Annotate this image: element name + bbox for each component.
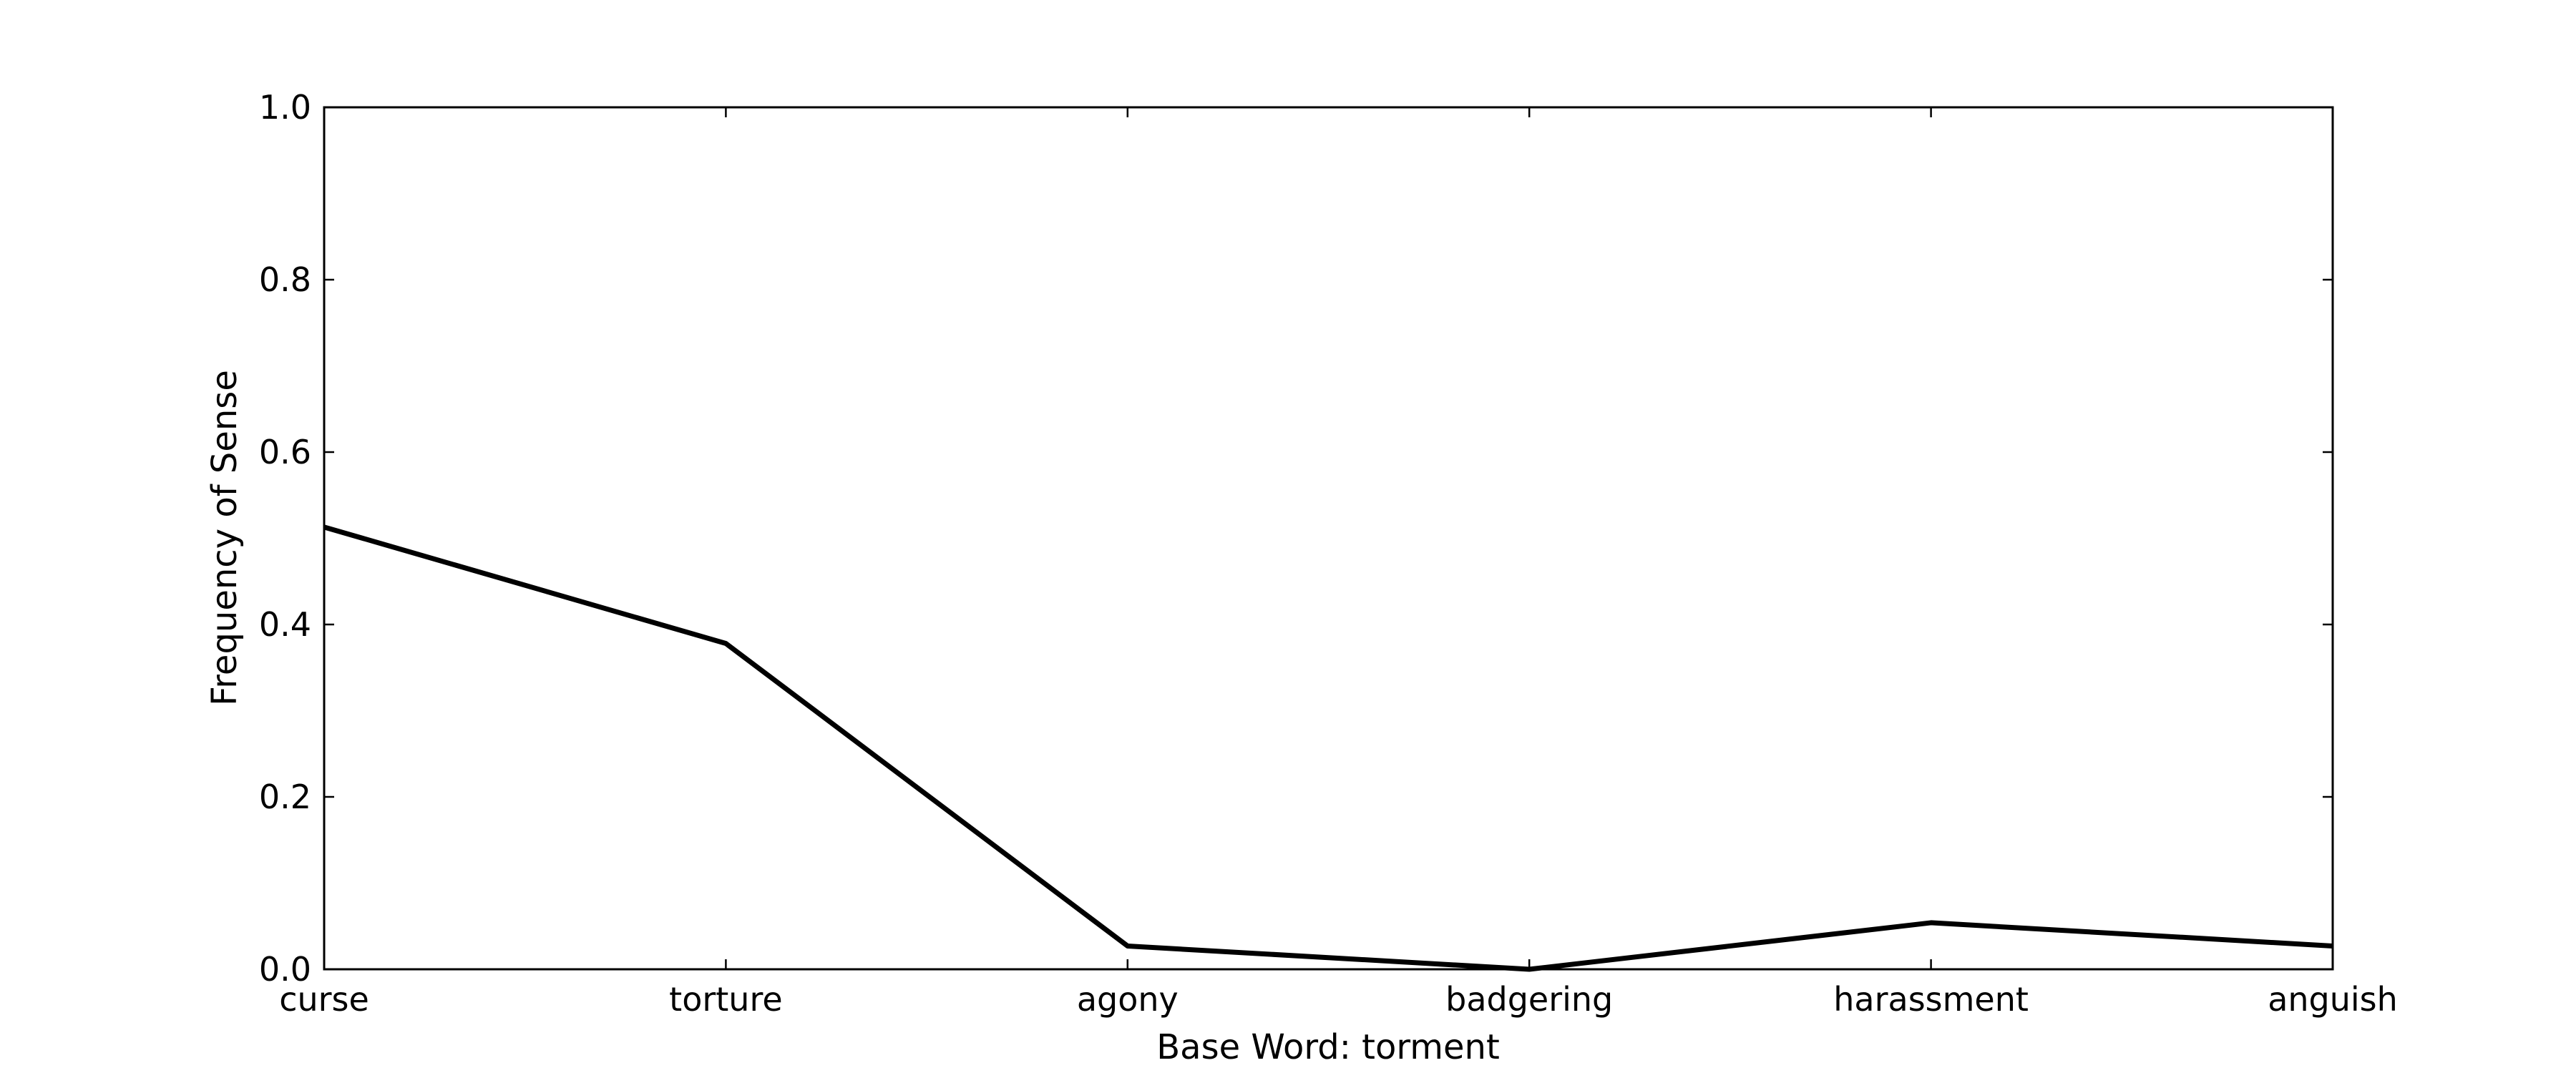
x-tick-label: agony	[1077, 980, 1179, 1019]
x-tick-label: torture	[669, 980, 782, 1019]
x-tick-label: anguish	[2268, 980, 2398, 1019]
x-axis-label: Base Word: torment	[1156, 1027, 1500, 1067]
y-tick-label: 0.0	[259, 950, 311, 989]
labels-layer: curse torture agony badgering harassment angu…	[259, 88, 2398, 1019]
series-layer	[323, 524, 2333, 972]
y-tick-label: 0.8	[259, 260, 311, 299]
series-line	[323, 524, 2333, 972]
x-tick-label: harassment	[1833, 980, 2029, 1019]
y-tick-label: 0.4	[259, 605, 311, 644]
y-tick-label: 0.2	[259, 778, 311, 816]
y-axis-label: Frequency of Sense	[205, 370, 245, 706]
y-tick-label: 0.6	[259, 433, 311, 471]
y-tick-label: 1.0	[259, 88, 311, 127]
x-tick-label: badgering	[1445, 980, 1613, 1019]
x-tick-label: curse	[279, 980, 369, 1019]
ticks-layer	[323, 106, 2334, 971]
plot-frame	[323, 106, 2334, 971]
